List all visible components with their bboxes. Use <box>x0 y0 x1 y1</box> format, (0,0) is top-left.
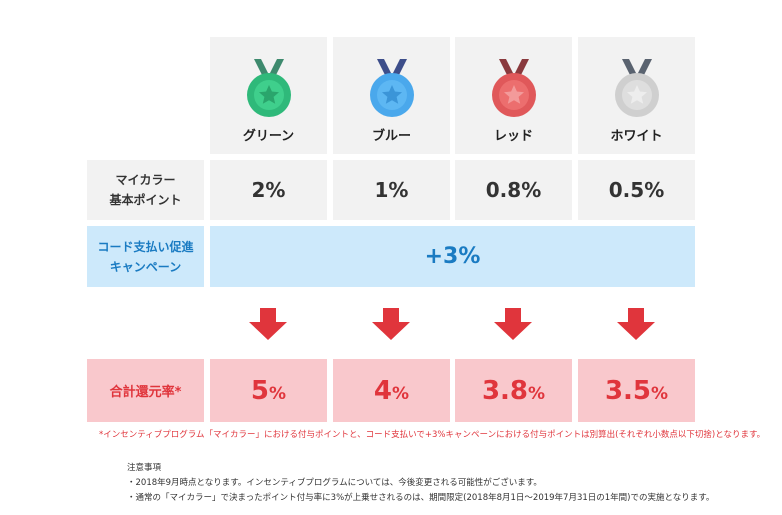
campaign-value-cell: +3% <box>210 226 695 287</box>
medal-header-green: グリーン <box>210 37 327 154</box>
total-unit: % <box>651 383 669 404</box>
base-points-green: 2% <box>210 160 327 220</box>
total-value: 3.8% <box>482 376 545 406</box>
arrow-down-icon <box>249 308 287 340</box>
medal-header-white: ホワイト <box>578 37 695 154</box>
notes-item: ・通常の「マイカラー」で決まったポイント付与率に3%が上乗せされるのは、期間限定… <box>127 493 715 503</box>
total-number: 5 <box>250 375 270 406</box>
total-number: 3.5 <box>604 375 651 406</box>
campaign-label-line2: キャンペーン <box>109 259 182 274</box>
total-number: 3.8 <box>481 375 528 406</box>
total-unit: % <box>392 383 410 404</box>
base-points-blue: 1% <box>333 160 450 220</box>
campaign-label-line1: コード支払い促進 <box>97 239 194 254</box>
total-value: 3.5% <box>605 376 668 406</box>
arrow-down-icon <box>617 308 655 340</box>
total-value: 5% <box>251 376 286 406</box>
notes-title: 注意事項 <box>127 463 162 473</box>
base-points-value: 1% <box>374 178 409 202</box>
base-points-label-line1: マイカラー <box>115 173 176 187</box>
total-blue: 4% <box>333 359 450 422</box>
medal-label-green: グリーン <box>242 129 295 144</box>
total-unit: % <box>269 383 287 404</box>
footnote: *インセンティブプログラム「マイカラー」における付与ポイントと、コード支払いで+… <box>99 430 766 440</box>
notes: 注意事項 ・2018年9月時点となります。インセンティブプログラムについては、今… <box>127 461 714 506</box>
total-label: 合計還元率* <box>109 385 182 400</box>
arrow-down-icon <box>494 308 532 340</box>
total-unit: % <box>528 383 546 404</box>
total-white: 3.5% <box>578 359 695 422</box>
white-medal-icon <box>614 59 659 117</box>
base-points-red: 0.8% <box>455 160 572 220</box>
medal-header-blue: ブルー <box>333 37 450 154</box>
campaign-value: +3% <box>424 244 481 269</box>
base-points-white: 0.5% <box>578 160 695 220</box>
base-points-value: 0.5% <box>608 178 665 202</box>
total-red: 3.8% <box>455 359 572 422</box>
base-points-label-line2: 基本ポイント <box>109 193 182 207</box>
base-points-label: マイカラー 基本ポイント <box>87 160 204 220</box>
total-number: 4 <box>373 375 393 406</box>
medal-label-blue: ブルー <box>371 129 411 144</box>
base-points-value: 2% <box>251 178 286 202</box>
total-label-cell: 合計還元率* <box>87 359 204 422</box>
campaign-label: コード支払い促進 キャンペーン <box>87 226 204 287</box>
medal-label-white: ホワイト <box>610 129 663 144</box>
blue-medal-icon <box>369 59 414 117</box>
total-value: 4% <box>374 376 409 406</box>
red-medal-icon <box>491 59 536 117</box>
arrow-down-icon <box>372 308 410 340</box>
green-medal-icon <box>246 59 291 117</box>
medal-header-red: レッド <box>455 37 572 154</box>
total-green: 5% <box>210 359 327 422</box>
notes-item: ・2018年9月時点となります。インセンティブプログラムについては、今後変更され… <box>127 478 542 488</box>
medal-label-red: レッド <box>493 129 533 144</box>
base-points-value: 0.8% <box>485 178 542 202</box>
